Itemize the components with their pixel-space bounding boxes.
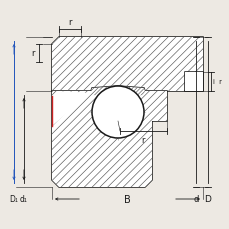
- Text: D₁: D₁: [10, 194, 18, 203]
- Text: d: d: [192, 194, 198, 203]
- Polygon shape: [184, 73, 202, 92]
- Polygon shape: [52, 92, 90, 126]
- Text: r: r: [31, 49, 35, 58]
- Text: r: r: [68, 17, 71, 26]
- Polygon shape: [184, 73, 202, 92]
- Circle shape: [92, 87, 143, 138]
- Polygon shape: [52, 87, 166, 187]
- Polygon shape: [52, 38, 202, 98]
- Text: D: D: [204, 194, 210, 203]
- Text: d₁: d₁: [20, 194, 28, 203]
- Text: i  r: i r: [212, 79, 221, 85]
- Text: B: B: [124, 194, 130, 204]
- Text: r: r: [141, 135, 145, 144]
- Polygon shape: [52, 87, 166, 187]
- Polygon shape: [52, 38, 202, 98]
